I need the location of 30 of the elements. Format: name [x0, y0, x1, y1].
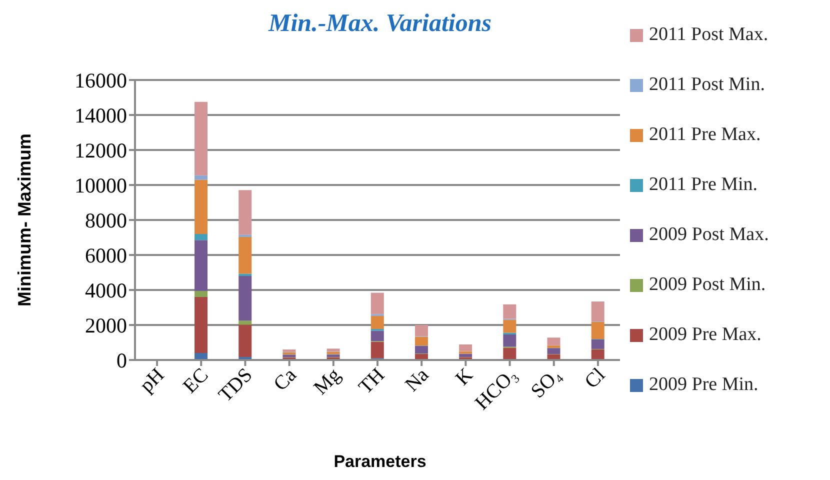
x-tick-label: EC — [179, 364, 213, 398]
x-tick-label: TDS — [214, 364, 257, 406]
y-tick-label: 0 — [116, 348, 127, 372]
x-tick-label: Cl — [580, 364, 610, 393]
x-tick-label: Mg — [310, 364, 345, 400]
x-tick-label: pH — [136, 364, 169, 397]
y-axis-title: Minimum- Maximum — [14, 133, 36, 307]
x-axis-title: Parameters — [332, 452, 428, 472]
x-tick-label: TH — [354, 364, 390, 398]
y-tick-label: 10000 — [74, 173, 127, 198]
legend-label: 2011 Pre Max. — [649, 124, 761, 146]
y-tick-label: 2000 — [85, 313, 127, 338]
legend-label: 2009 Post Max. — [649, 224, 769, 246]
legend-label: 2009 Post Min. — [649, 274, 766, 296]
legend-label: 2011 Pre Min. — [649, 174, 758, 196]
y-tick-label: 8000 — [85, 208, 127, 232]
x-tick-label: K — [451, 364, 478, 390]
legend-label: 2009 Pre Min. — [649, 374, 758, 396]
y-tick-label: 16000 — [74, 68, 127, 92]
chart-title: Min.-Max. Variations — [267, 10, 492, 38]
y-tick-label: 4000 — [85, 278, 127, 302]
x-tick-label: Ca — [270, 364, 301, 396]
y-tick-label: 12000 — [74, 138, 127, 162]
legend-label: 2009 Pre Max. — [649, 324, 762, 346]
x-tick-label: SO₄ — [526, 364, 566, 403]
y-tick-label: 14000 — [74, 103, 127, 128]
legend-label: 2011 Post Max. — [649, 24, 768, 46]
y-tick-label: 6000 — [85, 243, 127, 268]
x-tick-label: Na — [401, 364, 434, 396]
legend-label: 2011 Post Min. — [649, 74, 765, 96]
